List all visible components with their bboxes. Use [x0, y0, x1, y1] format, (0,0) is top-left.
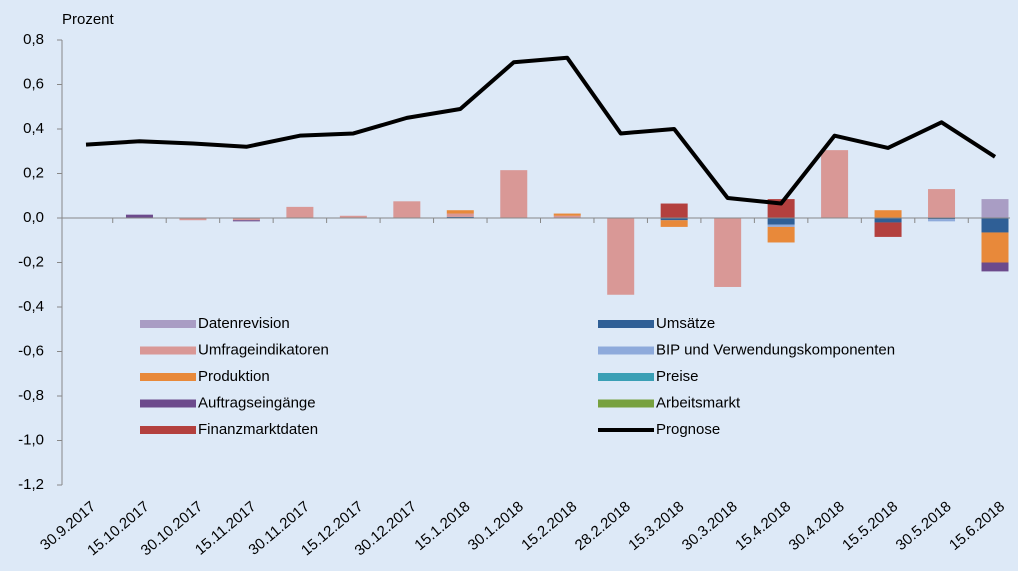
y-tick-label: -1,0: [18, 431, 44, 448]
legend-swatch: [598, 320, 654, 328]
bar: [500, 170, 528, 218]
legend-label: Umsätze: [656, 315, 715, 332]
legend-swatch: [598, 399, 654, 408]
y-tick-label: 0,0: [23, 209, 44, 226]
legend-label: Arbeitsmarkt: [656, 394, 741, 411]
bar: [607, 218, 635, 295]
bar: [928, 219, 956, 222]
bar: [446, 210, 474, 214]
legend-label: Auftragseingänge: [198, 394, 316, 411]
bar: [821, 150, 849, 218]
bar: [660, 218, 688, 221]
legend-label: BIP und Verwendungskomponenten: [656, 341, 895, 358]
bar: [339, 215, 367, 218]
line: [85, 55, 997, 206]
bar: [286, 206, 314, 218]
legend-label: Datenrevision: [198, 315, 290, 332]
bar: [660, 220, 688, 227]
bar: [446, 216, 474, 218]
legend-swatch: [140, 426, 196, 434]
legend-swatch: [140, 373, 196, 381]
bar: [767, 226, 795, 243]
y-tick-label: 0,4: [23, 120, 44, 137]
y-tick-label: -0,2: [18, 253, 44, 270]
bar: [928, 189, 956, 218]
bar: [446, 213, 474, 217]
bar: [232, 220, 260, 222]
legend-swatch: [598, 373, 654, 381]
legend-label: Preise: [656, 368, 699, 385]
bar: [179, 218, 207, 221]
bar: [874, 218, 902, 223]
legend-label: Prognose: [656, 421, 720, 438]
bar: [714, 218, 742, 287]
bar: [981, 262, 1009, 272]
legend-label: Umfrageindikatoren: [198, 341, 329, 358]
bar: [981, 199, 1009, 218]
bar: [874, 222, 902, 237]
y-tick-label: -0,4: [18, 298, 44, 315]
legend-swatch: [598, 346, 654, 355]
legend-swatch: [140, 399, 196, 408]
bar: [928, 218, 956, 220]
y-tick-label: 0,6: [23, 75, 44, 92]
legend-swatch: [140, 346, 196, 355]
legend-swatch: [140, 320, 196, 328]
bar: [981, 218, 1009, 233]
y-tick-label: -1,2: [18, 476, 44, 493]
bar: [232, 218, 260, 221]
y-tick-label: 0,8: [23, 31, 44, 48]
y-axis-label: Prozent: [62, 11, 115, 28]
y-tick-label: -0,6: [18, 342, 44, 359]
y-tick-label: -0,8: [18, 387, 44, 404]
bar: [393, 201, 421, 218]
bar: [767, 218, 795, 225]
bar: [553, 215, 581, 218]
bar: [874, 210, 902, 218]
y-tick-label: 0,2: [23, 164, 44, 181]
bar: [553, 213, 581, 216]
bar: [767, 224, 795, 227]
legend-label: Produktion: [198, 368, 270, 385]
bar: [981, 232, 1009, 263]
bar: [125, 214, 153, 218]
bar: [660, 203, 688, 218]
legend-label: Finanzmarktdaten: [198, 421, 318, 438]
